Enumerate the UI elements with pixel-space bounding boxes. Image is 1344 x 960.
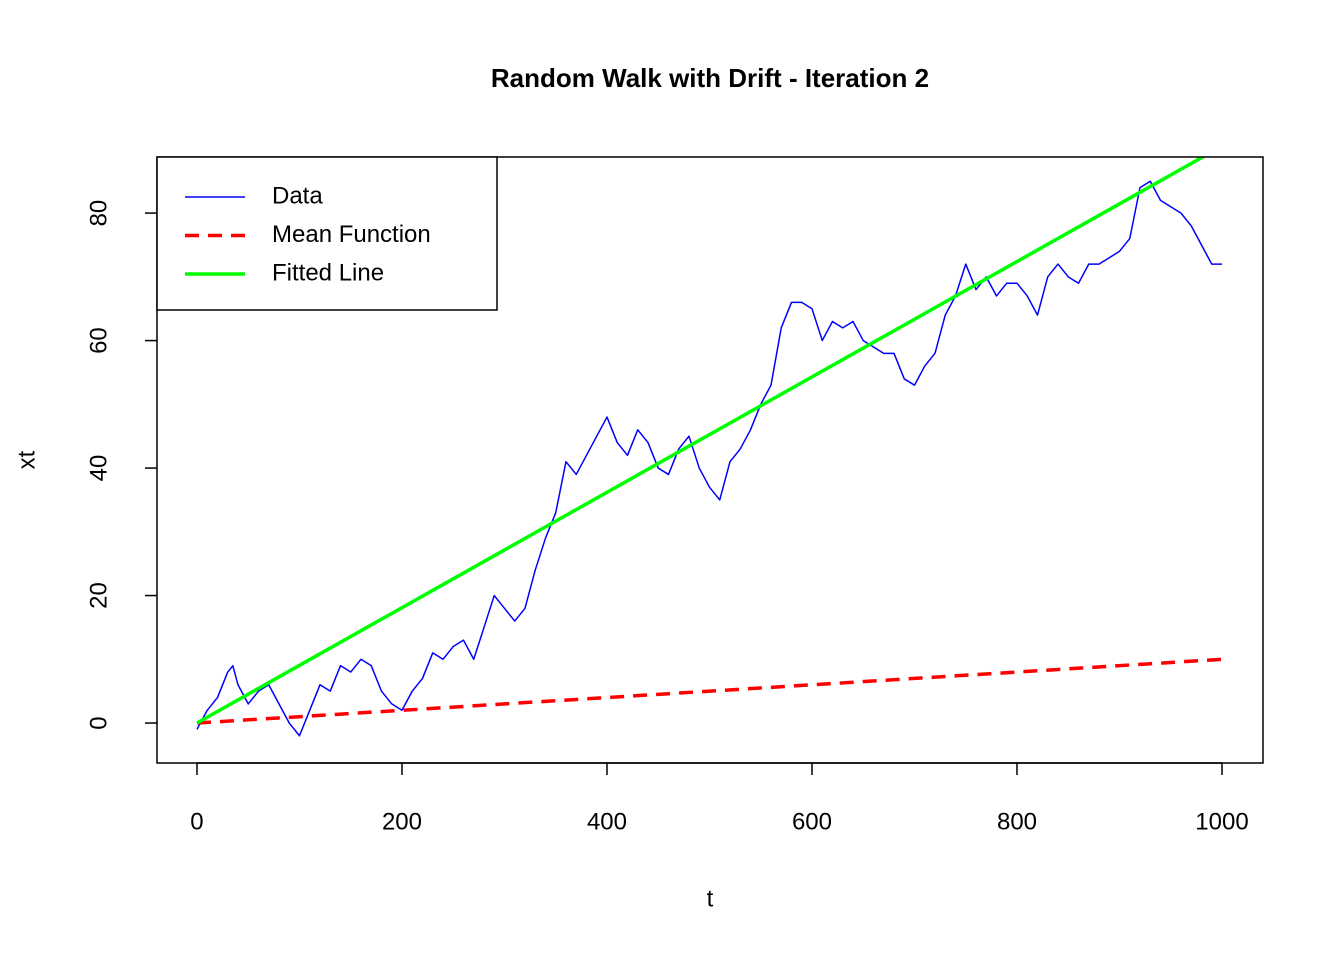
series-line: [196, 180, 1222, 737]
series-line: [196, 657, 1223, 725]
x-axis-label: t: [707, 885, 714, 912]
x-tick-label: 0: [190, 808, 203, 835]
y-tick-label: 0: [85, 716, 112, 729]
x-tick-label: 600: [792, 808, 832, 835]
x-tick-label: 200: [382, 808, 422, 835]
y-tick-label: 80: [85, 200, 112, 227]
plot-area: [196, 157, 1223, 737]
x-tick-label: 800: [997, 808, 1037, 835]
x-tick-label: 1000: [1195, 808, 1248, 835]
y-axis-label: xt: [13, 450, 40, 469]
y-tick-label: 20: [85, 582, 112, 609]
y-tick-label: 60: [85, 327, 112, 354]
chart-title: Random Walk with Drift - Iteration 2: [491, 63, 929, 93]
legend-box: [156, 156, 498, 311]
series-line: [196, 157, 1207, 725]
y-tick-label: 40: [85, 455, 112, 482]
legend-label: Mean Function: [272, 221, 431, 248]
x-tick-label: 400: [587, 808, 627, 835]
legend-label: Data: [272, 182, 323, 209]
legend-label: Fitted Line: [272, 259, 384, 286]
